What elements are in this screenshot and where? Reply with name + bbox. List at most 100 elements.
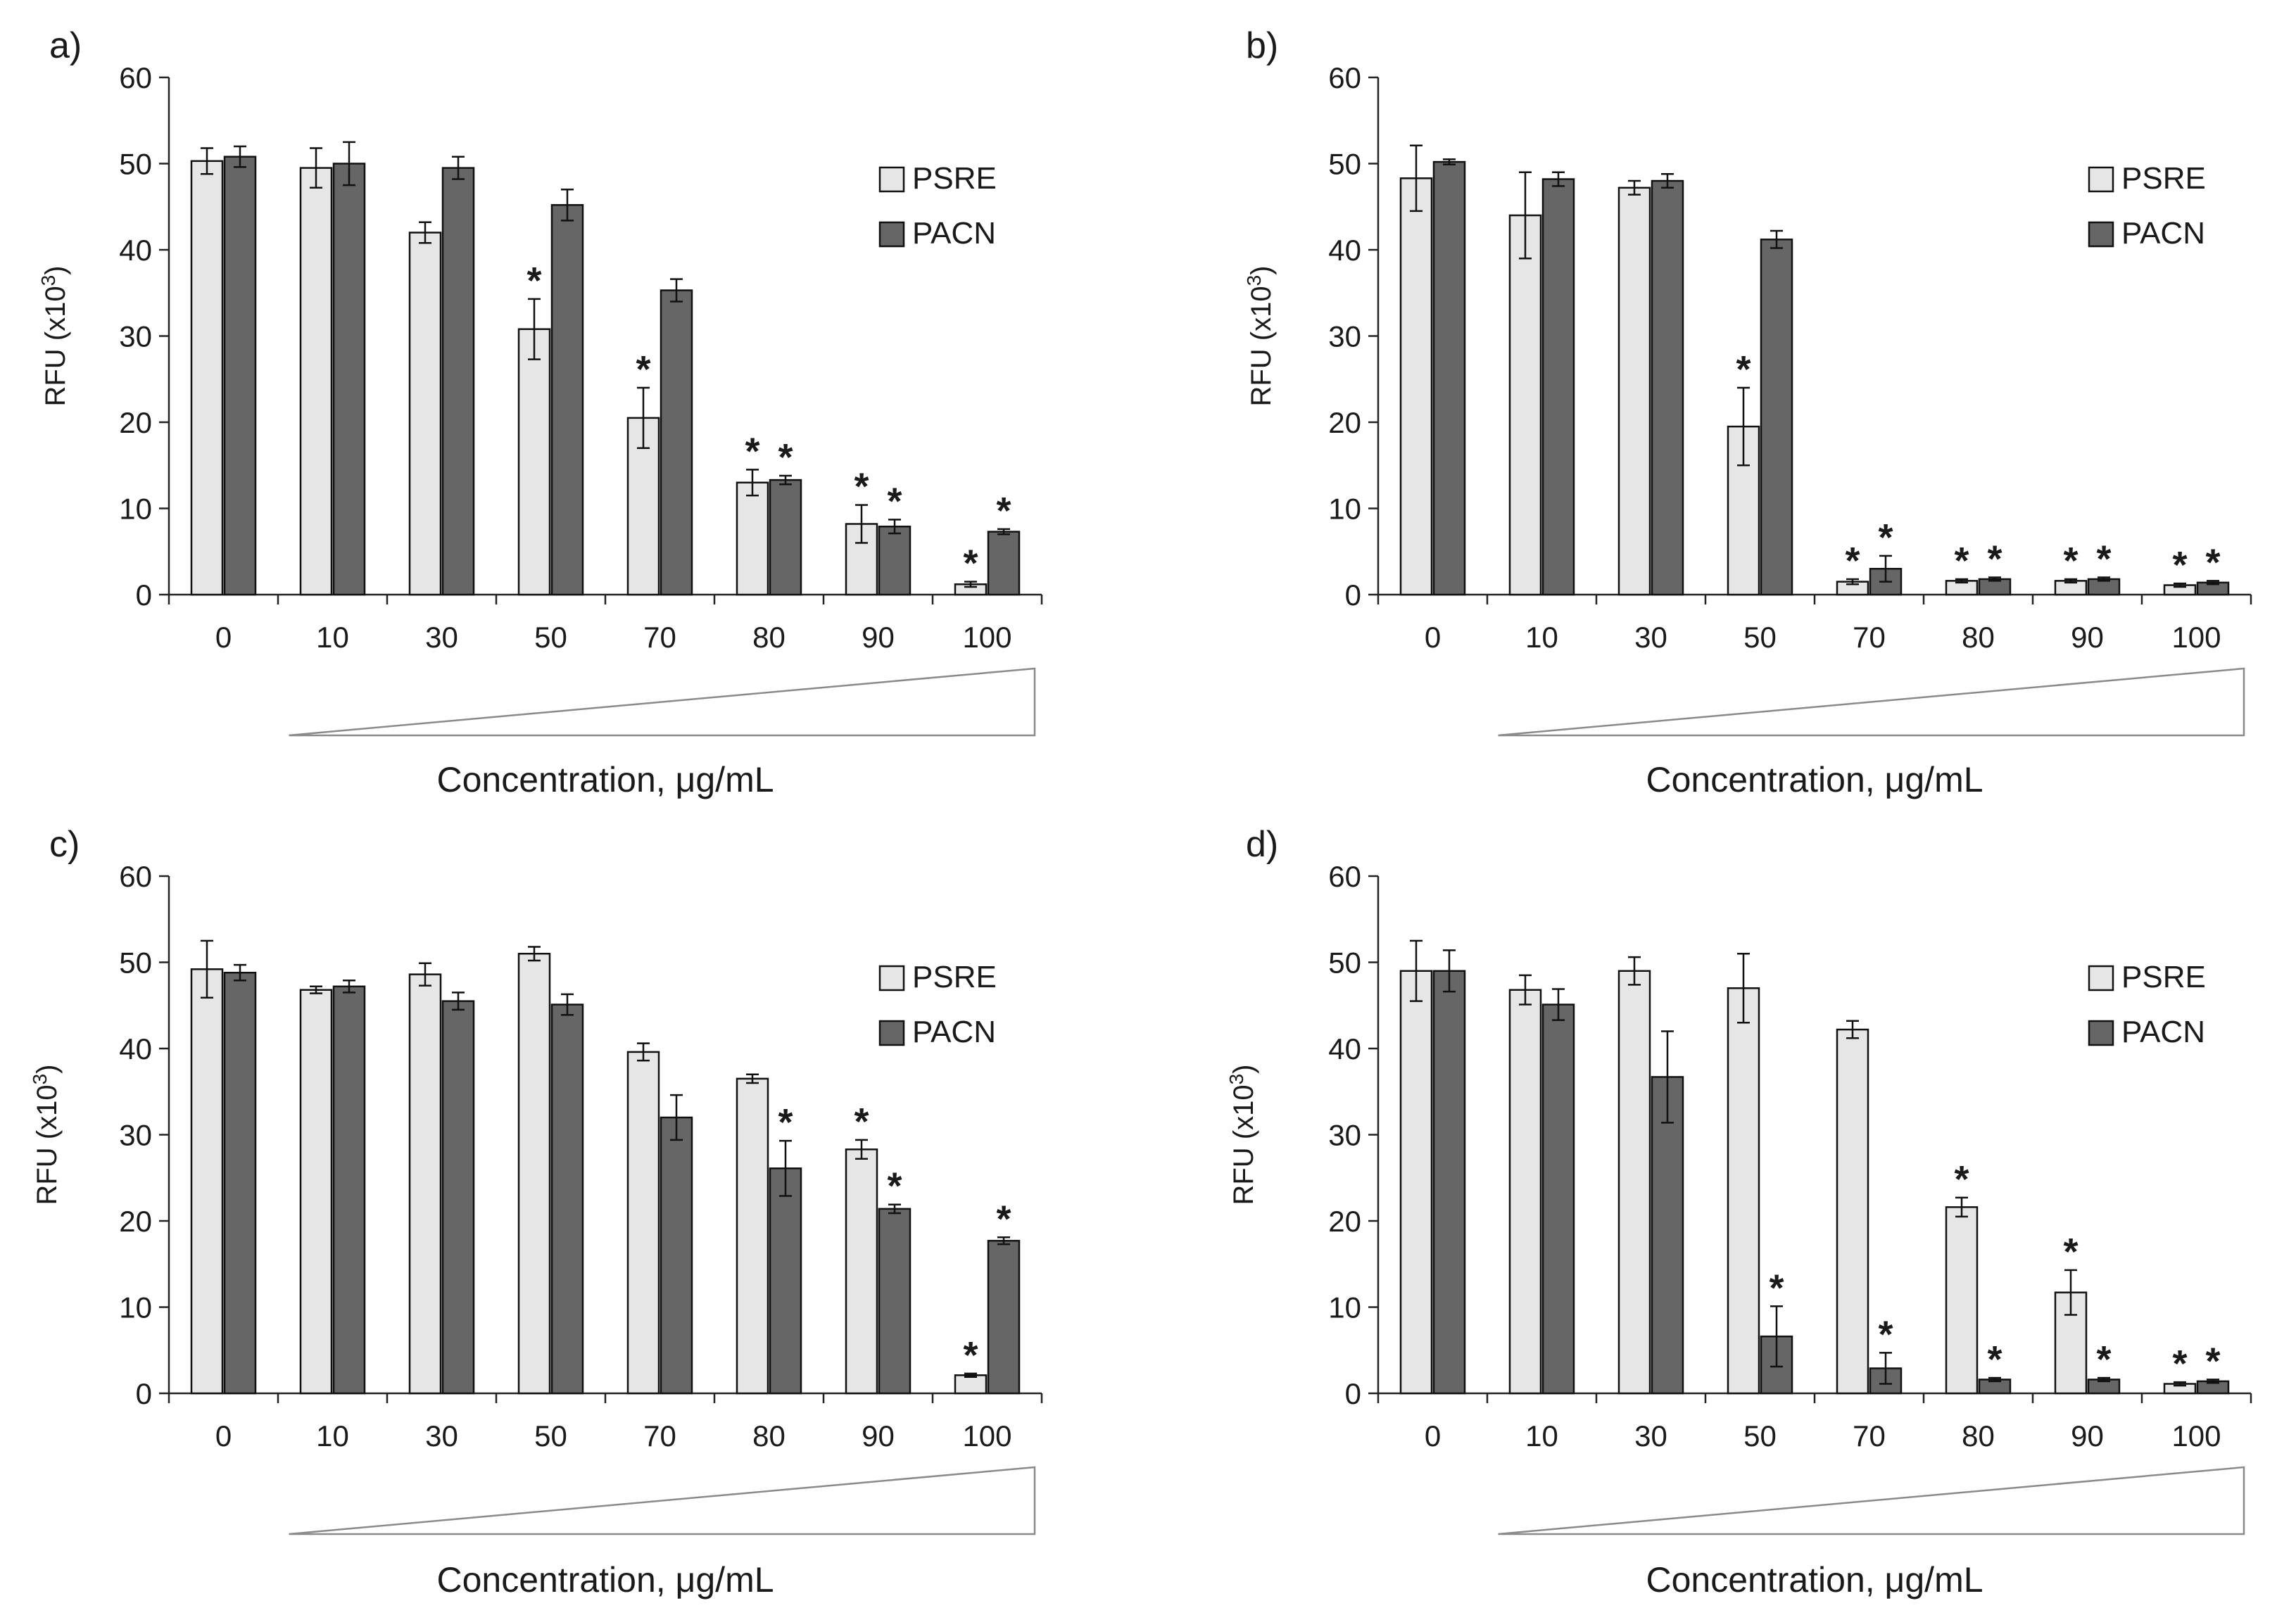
x-axis-title: Concentration, μg/mL <box>1646 1560 1983 1600</box>
bar-psre-0 <box>190 968 224 1395</box>
bar-psre-10 <box>1508 214 1542 596</box>
error-bar <box>310 985 322 994</box>
bar-pacn-90 <box>878 1208 912 1395</box>
error-bar <box>1410 144 1423 213</box>
significance-star: * <box>745 430 759 472</box>
error-bar <box>1628 179 1641 196</box>
x-tick-label: 70 <box>643 1419 676 1452</box>
error-bar <box>561 189 574 222</box>
error-bar <box>670 278 683 303</box>
y-tick-label: 10 <box>119 1291 152 1324</box>
error-bar <box>2064 1269 2077 1316</box>
y-tick-label: 60 <box>119 860 152 893</box>
error-bar <box>310 147 322 189</box>
error-bar <box>2207 580 2219 585</box>
x-tick-label: 10 <box>316 1419 349 1452</box>
y-axis-title: RFU (x103) <box>1243 265 1277 406</box>
x-tick-label: 30 <box>425 1419 458 1452</box>
bar-pacn-0 <box>223 971 257 1395</box>
bar-pacn-50 <box>550 1003 584 1395</box>
bar-pacn-30 <box>1651 179 1684 596</box>
bar-pacn-70 <box>660 1116 693 1395</box>
bar-psre-30 <box>408 232 442 596</box>
bar-psre-70 <box>626 1051 660 1395</box>
x-tick-label: 0 <box>215 621 232 654</box>
bar-pacn-0 <box>1432 970 1466 1395</box>
concentration-wedge <box>289 667 1036 737</box>
significance-star: * <box>2172 544 2187 586</box>
x-tick-label: 90 <box>2071 1419 2104 1452</box>
x-tick-label: 10 <box>316 621 349 654</box>
bar-pacn-30 <box>441 167 475 596</box>
bar-psre-10 <box>299 989 333 1395</box>
error-bar <box>234 963 246 982</box>
x-tick-label: 100 <box>962 621 1011 654</box>
error-bar <box>1661 1030 1674 1124</box>
bar-psre-0 <box>1399 970 1433 1395</box>
bar-pacn-80 <box>769 479 802 596</box>
x-tick-label: 10 <box>1525 1419 1558 1452</box>
error-bar <box>1988 576 2001 582</box>
y-tick-label: 10 <box>119 493 152 526</box>
concentration-wedge <box>1498 1466 2245 1535</box>
error-bar <box>1879 555 1892 583</box>
legend-label-pacn: PACN <box>912 216 996 251</box>
y-tick-label: 30 <box>119 320 152 353</box>
x-axis-title: Concentration, μg/mL <box>436 760 774 799</box>
significance-star: * <box>2096 1338 2111 1381</box>
x-tick-label: 80 <box>1962 1419 1995 1452</box>
concentration-wedge <box>289 1466 1036 1535</box>
error-bar <box>1552 988 1565 1021</box>
legend-label-pacn: PACN <box>2121 216 2205 251</box>
error-bar <box>1955 1196 1968 1218</box>
error-bar <box>964 1372 977 1378</box>
y-tick-label: 0 <box>136 578 152 612</box>
error-bar <box>2207 1379 2219 1384</box>
significance-star: * <box>996 1198 1011 1240</box>
bar-pacn-30 <box>441 1000 475 1395</box>
bar-psre-50 <box>1727 987 1760 1395</box>
error-bar <box>1846 578 1859 585</box>
y-tick-label: 50 <box>1328 148 1361 181</box>
y-tick-label: 60 <box>119 61 152 94</box>
significance-star: * <box>1769 1267 1784 1309</box>
error-bar <box>1770 1305 1783 1368</box>
x-axis-title: Concentration, μg/mL <box>436 1560 774 1600</box>
x-tick-label: 50 <box>1743 1419 1777 1452</box>
significance-star: * <box>636 348 650 391</box>
significance-star: * <box>963 1334 978 1376</box>
bar-pacn-30 <box>1651 1076 1684 1395</box>
y-tick-label: 0 <box>1345 1377 1361 1410</box>
y-tick-label: 40 <box>119 234 152 267</box>
significance-star: * <box>1878 517 1893 559</box>
error-bar <box>1552 171 1565 187</box>
significance-star: * <box>2205 1340 2220 1382</box>
error-bar <box>779 474 792 486</box>
legend-label-psre: PSRE <box>2121 161 2206 196</box>
y-tick-label: 20 <box>1328 1205 1361 1238</box>
error-bar <box>1988 1376 2001 1383</box>
error-bar <box>419 221 431 244</box>
x-tick-label: 0 <box>1425 621 1441 654</box>
error-bar <box>452 992 465 1011</box>
error-bar <box>2098 576 2110 582</box>
bar-psre-50 <box>517 953 551 1395</box>
legend-label-pacn: PACN <box>912 1015 996 1049</box>
significance-star: * <box>1954 1158 1969 1201</box>
significance-star: * <box>1736 348 1751 391</box>
significance-star: * <box>887 1165 902 1208</box>
bar-psre-10 <box>299 167 333 596</box>
chart-panel-4: d) 0 10 20 30 40 50 60 0 10 30 50 70 80 90 100 * * * * * * * * R… <box>1225 824 2252 1600</box>
error-bar <box>528 298 541 360</box>
bar-psre-90 <box>845 523 878 596</box>
bar-pacn-70 <box>660 289 693 596</box>
significance-star: * <box>778 1101 793 1144</box>
significance-star: * <box>1845 540 1860 582</box>
bar-psre-80 <box>1945 1206 1979 1395</box>
error-bar <box>637 386 650 449</box>
x-tick-label: 50 <box>534 621 567 654</box>
x-tick-label: 80 <box>752 1419 786 1452</box>
x-tick-label: 70 <box>643 621 676 654</box>
significance-star: * <box>1954 540 1969 582</box>
x-tick-label: 70 <box>1853 621 1886 654</box>
